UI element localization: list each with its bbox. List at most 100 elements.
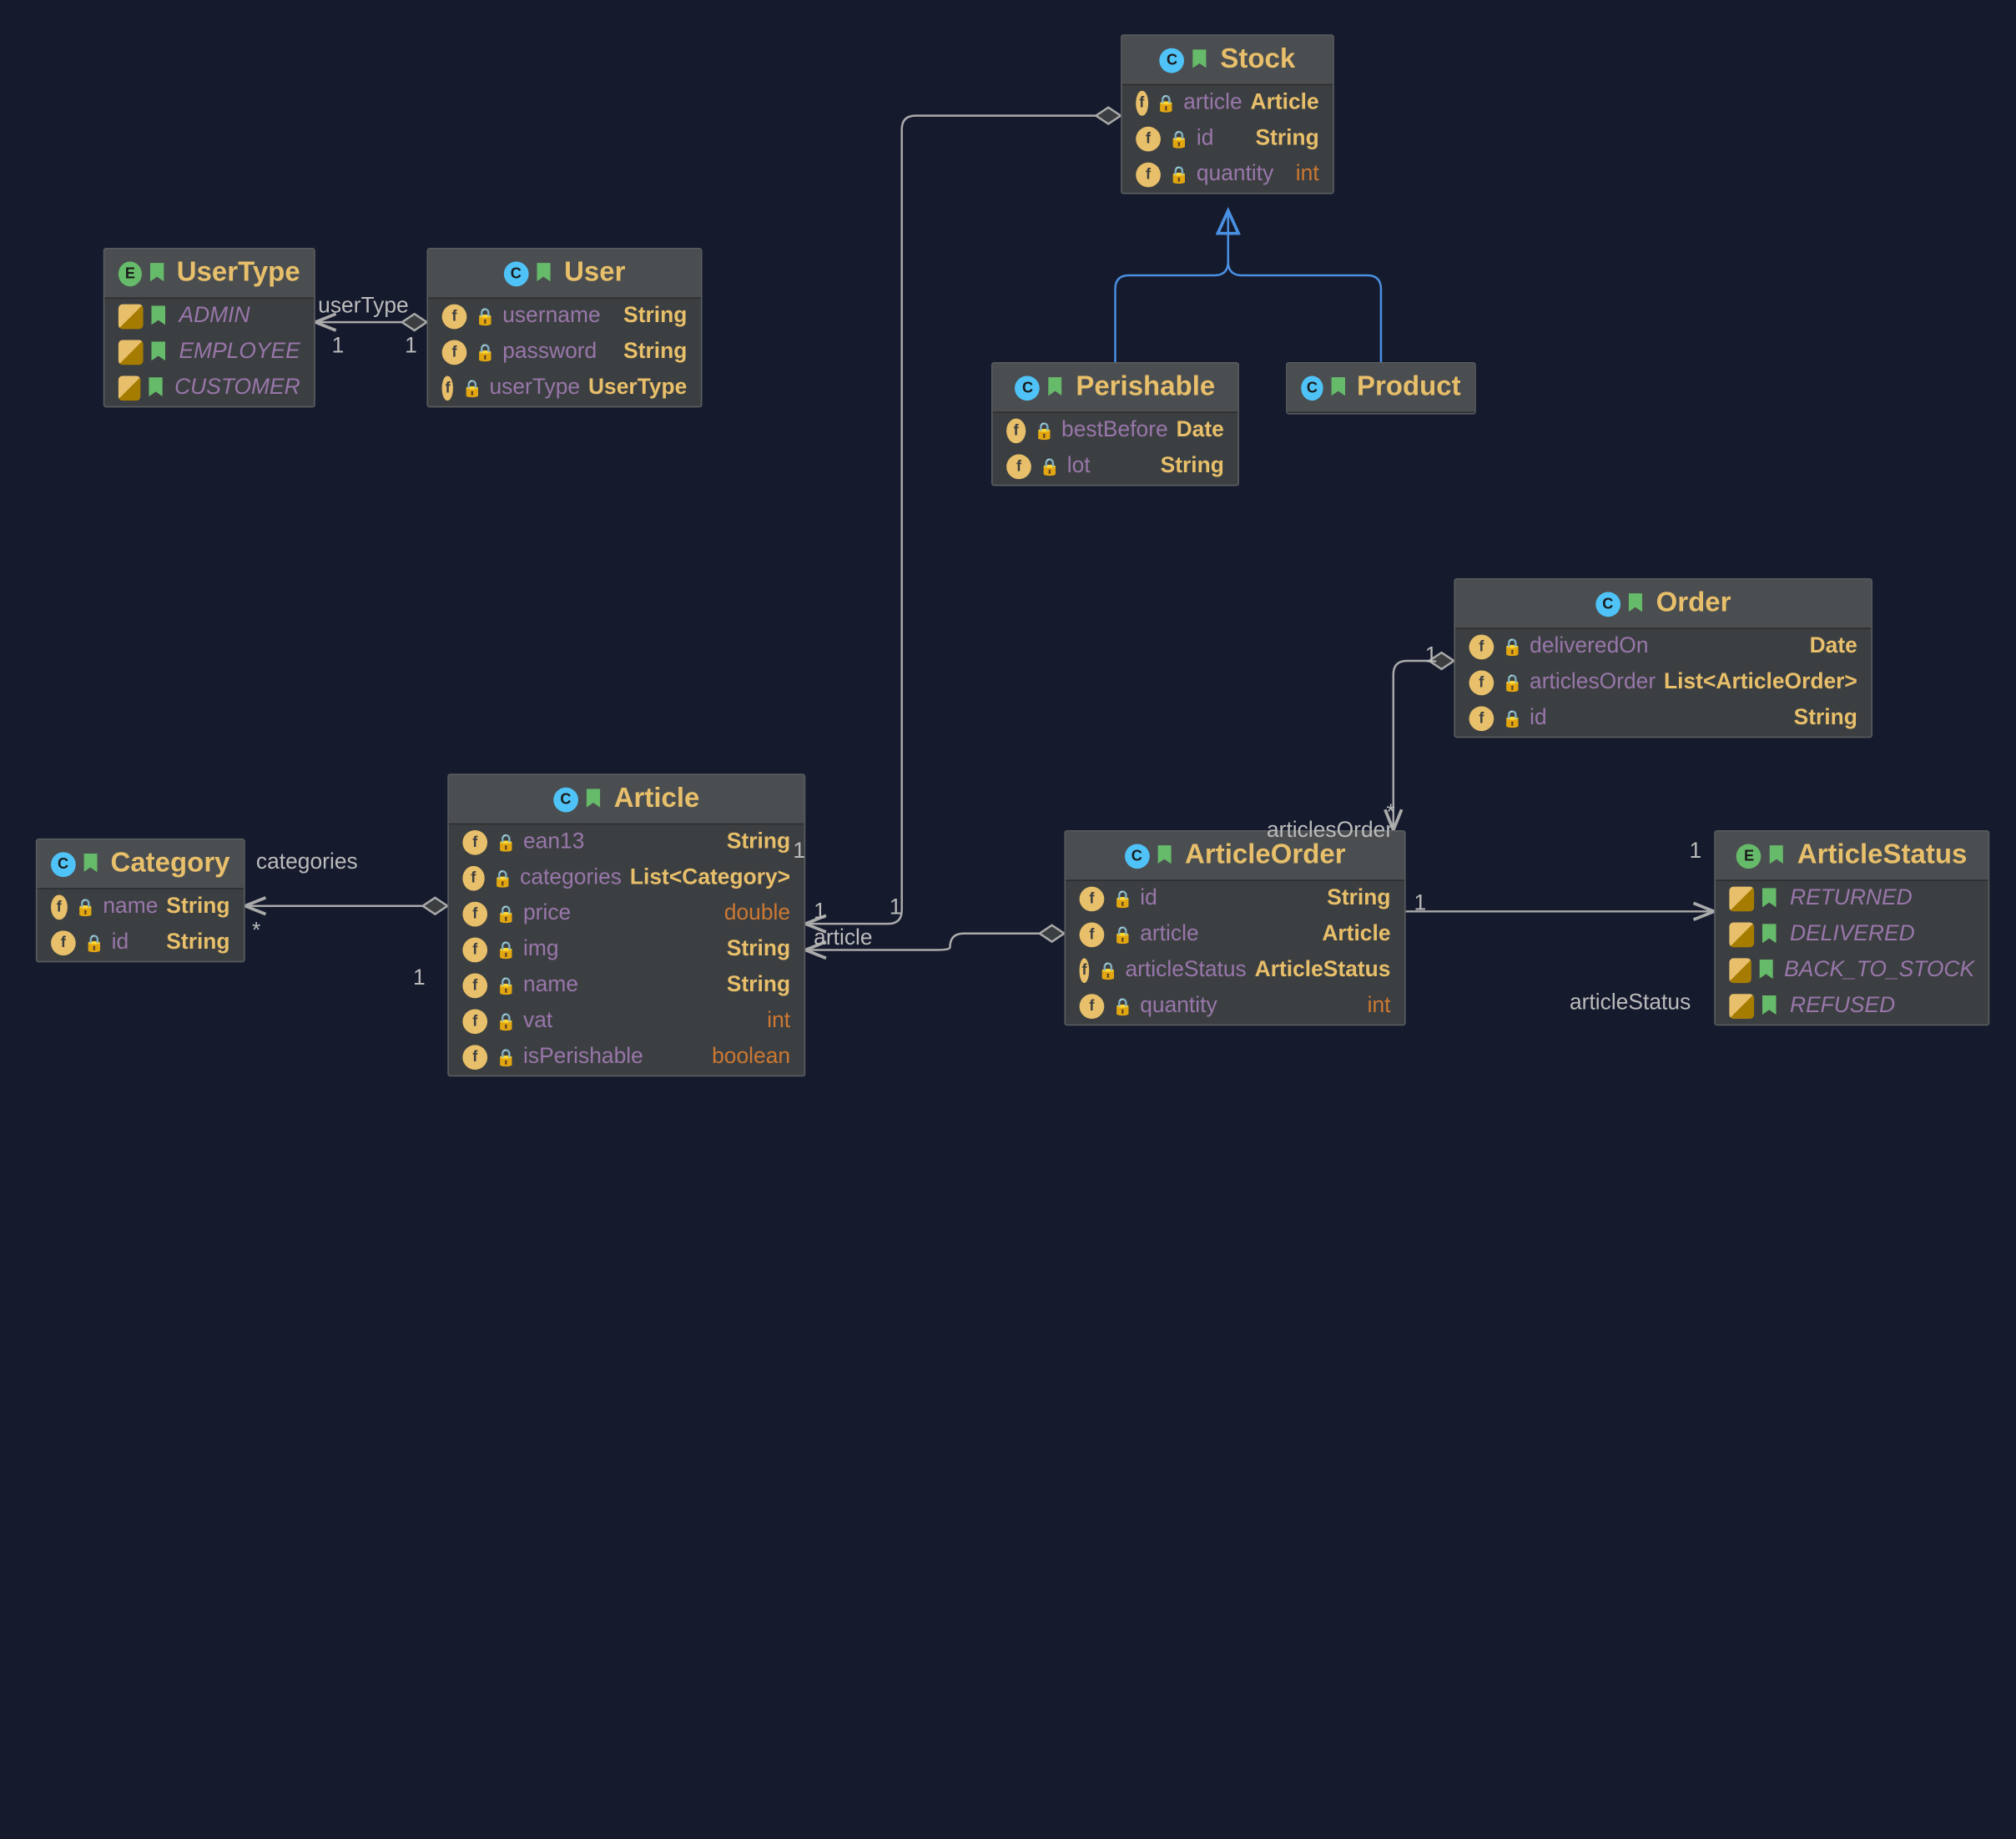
entity-header: COrder [1455, 580, 1871, 629]
field-name: id [1530, 706, 1547, 731]
lock-icon: 🔒 [1112, 889, 1131, 909]
enum-value-icon [1729, 958, 1751, 983]
field-row: f🔒imgString [449, 932, 804, 968]
lock-icon: 🔒 [75, 898, 94, 917]
field-icon: f [51, 895, 67, 920]
enum-value-icon [1729, 887, 1754, 912]
field-name: article [1183, 91, 1242, 116]
entity-header: CArticle [449, 775, 804, 824]
bookmark-icon [1759, 960, 1776, 981]
enum-value-row: EMPLOYEE [104, 335, 314, 370]
enum-value-label: RETURNED [1790, 887, 1913, 912]
field-name: price [523, 902, 571, 927]
enum-value-icon [118, 375, 141, 401]
field-name: password [502, 340, 597, 365]
class-icon: C [1124, 844, 1149, 869]
entity-title: ArticleOrder [1185, 840, 1346, 872]
field-name: vat [523, 1009, 552, 1034]
class-icon: C [1160, 48, 1185, 73]
field-row: f🔒pricedouble [449, 896, 804, 932]
field-row: f🔒quantityint [1122, 157, 1333, 193]
entity-product: C Product [1286, 362, 1476, 415]
field-name: lot [1067, 455, 1091, 480]
edge-label: 1 [814, 900, 826, 925]
lock-icon: 🔒 [1112, 925, 1131, 945]
field-type: String [623, 305, 687, 330]
lock-icon: 🔒 [496, 976, 515, 995]
edge-label: 1 [1690, 840, 1702, 865]
field-row: f🔒nameString [38, 889, 244, 925]
field-row: f 🔒 bestBefore Date [993, 413, 1238, 449]
field-type: String [727, 938, 790, 963]
lock-icon: 🔒 [84, 934, 103, 953]
field-type: String [623, 340, 687, 365]
enum-value-row: CUSTOMER [104, 370, 314, 406]
field-icon: f [1080, 958, 1090, 983]
bookmark-icon [150, 262, 169, 284]
field-icon: f [1006, 419, 1026, 444]
lock-icon: 🔒 [475, 343, 494, 362]
field-name: username [502, 305, 600, 330]
field-type: Date [1177, 419, 1224, 444]
field-name: img [523, 938, 559, 963]
field-name: id [112, 930, 129, 955]
edge-label: articleStatus [1570, 991, 1691, 1016]
field-name: article [1140, 923, 1198, 948]
enum-value-icon [118, 340, 144, 365]
field-icon: f [1136, 91, 1147, 116]
lock-icon: 🔒 [1034, 421, 1053, 441]
field-icon: f [442, 375, 454, 401]
field-type: String [1794, 706, 1857, 731]
enum-value-row: BACK_TO_STOCK [1716, 953, 1988, 989]
field-row: f🔒usernameString [428, 299, 701, 335]
edge-label: * [252, 920, 260, 945]
field-name: ean13 [523, 830, 584, 855]
bookmark-icon [1157, 844, 1177, 866]
entity-title: Product [1357, 372, 1461, 404]
field-icon: f [1469, 671, 1494, 696]
entity-perishable: CPerishable f 🔒 bestBefore Date f🔒lotString [991, 362, 1239, 486]
edge-label: 1 [332, 335, 345, 360]
enum-value-icon [118, 305, 144, 330]
edge-stock-article [805, 116, 1121, 925]
field-name: bestBefore [1061, 419, 1168, 444]
field-type: String [1327, 887, 1390, 912]
lock-icon: 🔒 [1169, 165, 1188, 184]
bookmark-icon [1762, 888, 1782, 909]
lock-icon: 🔒 [492, 869, 512, 888]
field-type: UserType [588, 375, 687, 401]
field-row: f🔒quantityint [1066, 989, 1404, 1025]
lock-icon: 🔒 [475, 307, 494, 326]
field-row: f🔒lotString [993, 449, 1238, 485]
edge-stock-inherit-product [1228, 210, 1381, 361]
class-icon: C [1301, 375, 1323, 401]
entity-title: Order [1656, 588, 1731, 620]
entity-header: CPerishable [993, 364, 1238, 413]
field-name: categories [520, 866, 622, 891]
enum-value-row: REFUSED [1716, 989, 1988, 1025]
bookmark-icon [1048, 376, 1067, 398]
edge-label: 1 [1414, 892, 1427, 917]
field-row: f🔒userTypeUserType [428, 370, 701, 406]
entity-header: C Product [1288, 364, 1474, 413]
lock-icon: 🔒 [496, 1048, 515, 1067]
bookmark-icon [1332, 376, 1349, 398]
field-type: boolean [712, 1045, 790, 1070]
field-icon: f [1080, 887, 1105, 912]
bookmark-icon [149, 377, 166, 399]
field-name: articlesOrder [1530, 671, 1656, 696]
bookmark-icon [1192, 49, 1212, 71]
enum-value-row: DELIVERED [1716, 917, 1988, 953]
edge-label: * [1387, 801, 1395, 826]
field-type: int [1296, 163, 1319, 188]
field-row: f🔒ean13String [449, 824, 804, 860]
field-row: f🔒idString [1122, 121, 1333, 157]
entity-header: EArticleStatus [1716, 832, 1988, 881]
bookmark-icon [537, 262, 556, 284]
entity-title: Stock [1220, 44, 1295, 76]
field-row: f🔒articleArticle [1122, 85, 1333, 121]
field-name: deliveredOn [1530, 635, 1648, 660]
lock-icon: 🔒 [1502, 709, 1521, 728]
lock-icon: 🔒 [461, 379, 481, 398]
field-icon: f [1469, 706, 1494, 731]
